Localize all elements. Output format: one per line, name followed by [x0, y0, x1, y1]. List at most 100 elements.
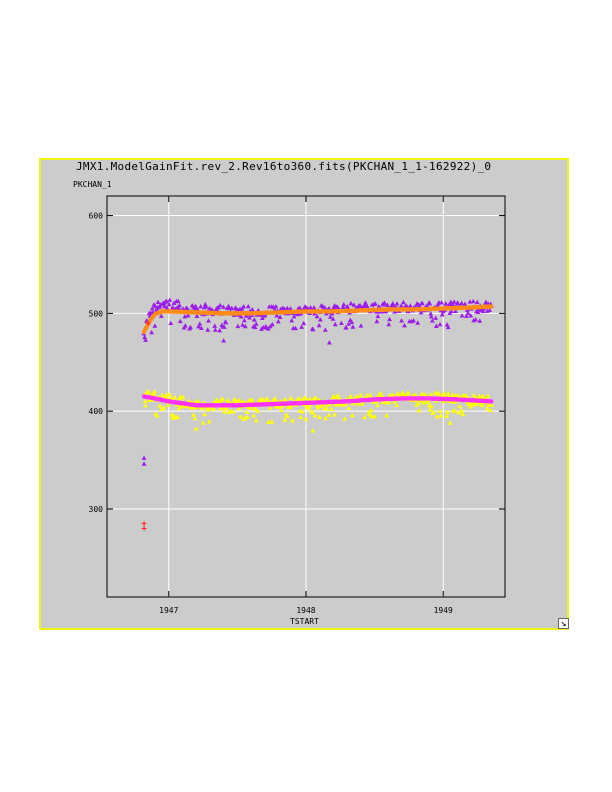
data-point: [172, 394, 178, 400]
data-point: [296, 396, 302, 401]
data-point: [252, 324, 258, 330]
data-point: [143, 403, 149, 408]
data-point: [240, 398, 246, 404]
data-point: [453, 308, 458, 313]
data-point: [245, 414, 250, 420]
data-point: [310, 428, 316, 433]
data-point: [155, 299, 161, 305]
y-axis-label: PKCHAN_1: [73, 180, 112, 189]
data-point: [317, 414, 322, 419]
data-point: [180, 394, 186, 400]
data-point: [326, 340, 332, 345]
data-point: [326, 412, 332, 417]
data-point: [455, 300, 461, 306]
data-point: [374, 318, 380, 324]
data-point: [167, 297, 173, 302]
data-point: [449, 308, 454, 314]
data-point: [329, 406, 334, 411]
data-point: [260, 397, 266, 402]
data-point: [211, 406, 217, 411]
data-point: [357, 302, 363, 308]
data-point: [203, 304, 209, 309]
data-point: [307, 396, 313, 401]
data-point: [402, 323, 407, 328]
data-point: [160, 392, 165, 397]
data-point: [459, 408, 465, 413]
data-point: [348, 300, 354, 306]
data-point: [212, 327, 218, 332]
data-point: [229, 305, 235, 311]
data-point: [288, 306, 293, 311]
data-point: [450, 392, 455, 397]
data-point: [387, 316, 392, 322]
data-point: [386, 321, 392, 327]
resize-icon[interactable]: ↘: [558, 618, 569, 629]
data-point: [443, 301, 449, 306]
data-point: [434, 414, 440, 419]
data-point: [418, 309, 424, 315]
data-point: [489, 402, 494, 407]
data-point: [399, 318, 404, 323]
data-point: [428, 311, 434, 316]
data-point: [372, 301, 378, 306]
data-point: [340, 304, 346, 310]
data-point: [217, 327, 223, 333]
data-point: [192, 416, 198, 421]
data-point: [424, 303, 430, 308]
data-point: [459, 300, 464, 306]
data-point: [212, 323, 218, 328]
data-point: [342, 416, 348, 421]
data-point: [349, 319, 355, 324]
data-point: [267, 405, 273, 410]
data-point: [176, 305, 182, 310]
data-point: [358, 392, 364, 398]
data-point: [363, 300, 368, 305]
data-point: [297, 305, 303, 310]
data-point: [394, 301, 400, 306]
data-point: [445, 390, 451, 396]
data-point: [447, 420, 453, 425]
data-point: [221, 324, 227, 329]
data-point: [436, 391, 442, 396]
data-point: [433, 323, 439, 328]
data-point: [272, 396, 278, 401]
data-point: [293, 325, 298, 331]
data-point: [343, 324, 349, 330]
data-point: [251, 412, 257, 418]
data-point: [221, 338, 227, 343]
data-point: [419, 300, 425, 306]
data-point: [429, 403, 434, 409]
data-point: [191, 412, 196, 417]
data-point: [157, 403, 163, 408]
data-point: [151, 391, 157, 396]
data-point: [197, 321, 203, 326]
data-point: [193, 426, 199, 431]
data-point: [468, 313, 474, 318]
data-point: [441, 390, 447, 396]
data-point: [290, 418, 295, 423]
data-point: [279, 407, 284, 412]
data-point: [247, 315, 252, 320]
data-point: [355, 401, 361, 406]
data-point: [368, 407, 374, 413]
data-point: [467, 299, 473, 304]
data-point: [162, 303, 168, 309]
data-point: [231, 409, 236, 414]
data-point: [324, 406, 329, 411]
data-point: [149, 329, 154, 335]
data-point: [154, 412, 160, 418]
data-point: [141, 461, 147, 466]
data-point: [302, 394, 308, 400]
data-point: [164, 298, 170, 304]
data-point: [221, 304, 226, 309]
data-point: [244, 409, 250, 415]
data-point: [235, 323, 241, 329]
data-point: [241, 317, 247, 323]
data-point: [161, 405, 167, 410]
data-point: [473, 394, 478, 400]
data-point: [457, 403, 463, 409]
data-point: [306, 403, 312, 409]
data-point: [437, 321, 443, 327]
x-tick-label: 1948: [296, 606, 315, 615]
